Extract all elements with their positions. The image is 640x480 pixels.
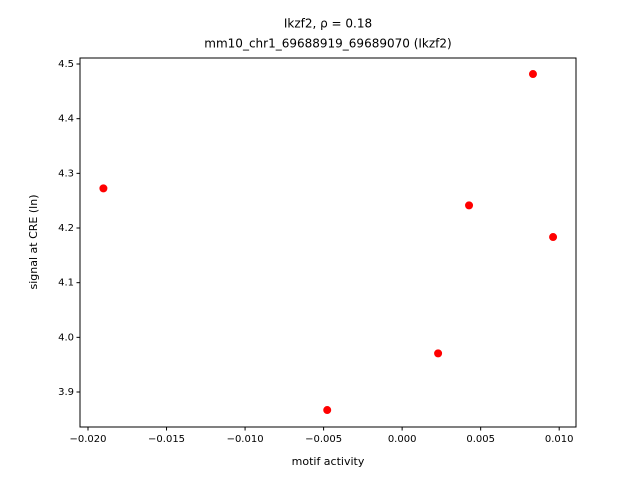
y-tick-label: 4.0 (58, 332, 74, 343)
chart-subtitle: mm10_chr1_69688919_69689070 (Ikzf2) (204, 37, 451, 51)
y-tick-label: 4.4 (58, 114, 74, 125)
x-tick-label: −0.010 (227, 434, 264, 445)
x-tick-label: −0.005 (305, 434, 342, 445)
chart-title: Ikzf2, ρ = 0.18 (284, 17, 372, 31)
point (549, 233, 558, 242)
x-tick-label: −0.015 (148, 434, 185, 445)
point (465, 201, 474, 210)
point (323, 406, 332, 415)
y-tick-label: 4.2 (58, 223, 74, 234)
point (528, 70, 537, 79)
point (434, 349, 443, 358)
x-tick-label: 0.005 (466, 434, 495, 445)
x-tick-label: −0.020 (70, 434, 107, 445)
point (99, 184, 108, 193)
x-tick-label: 0.010 (545, 434, 574, 445)
x-tick-label: 0.000 (388, 434, 417, 445)
x-axis-label: motif activity (292, 455, 365, 468)
y-tick-label: 3.9 (58, 387, 74, 398)
plot-frame (79, 57, 577, 428)
y-tick-label: 4.3 (58, 168, 74, 179)
y-tick-label: 4.5 (58, 59, 74, 70)
y-axis-label: signal at CRE (ln) (27, 195, 40, 290)
y-tick-label: 4.1 (58, 278, 74, 289)
